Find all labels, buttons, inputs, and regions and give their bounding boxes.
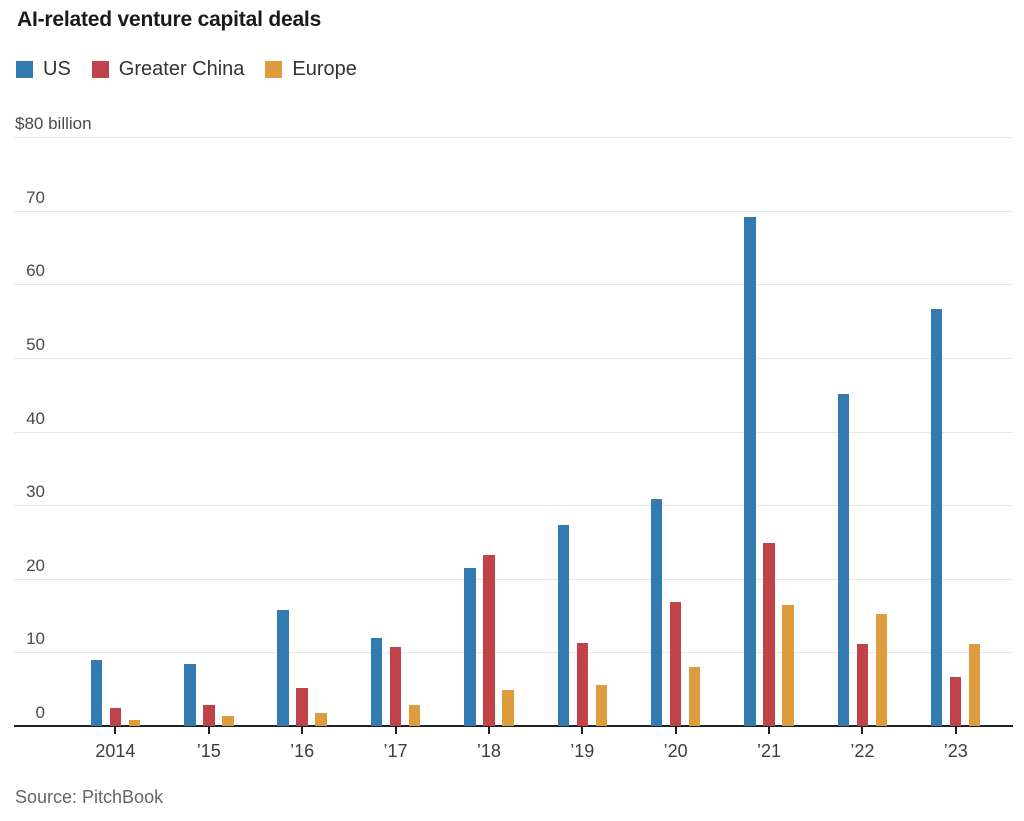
bar-us-19 bbox=[557, 525, 569, 726]
bar-europe-18 bbox=[502, 689, 514, 726]
y-axis-label-0: 0 bbox=[35, 703, 45, 722]
gridline-30 bbox=[14, 505, 1013, 507]
legend-item-greater-china: Greater China bbox=[91, 58, 245, 81]
gridline-60 bbox=[14, 284, 1013, 286]
bar-greater-china-20 bbox=[669, 602, 682, 726]
y-axis-label-70: 70 bbox=[26, 187, 45, 207]
x-axis-label-22: ’22 bbox=[850, 741, 875, 761]
bar-europe-20 bbox=[688, 667, 701, 726]
chart-title: AI-related venture capital deals bbox=[17, 8, 322, 31]
gridline-70 bbox=[14, 210, 1013, 212]
bar-europe-21 bbox=[782, 604, 794, 726]
bar-greater-china-16 bbox=[296, 687, 308, 726]
bar-europe-16 bbox=[315, 713, 327, 726]
x-axis-label-15: ’15 bbox=[196, 741, 221, 761]
x-axis-line bbox=[14, 725, 1013, 727]
bar-greater-china-17 bbox=[389, 646, 402, 726]
bar-greater-china-22 bbox=[856, 643, 869, 726]
y-axis-label-40: 40 bbox=[26, 408, 45, 428]
legend-label: US bbox=[43, 58, 71, 80]
x-axis-tick-18 bbox=[487, 727, 490, 734]
x-axis-label-2014: 2014 bbox=[95, 741, 136, 761]
bar-europe-23 bbox=[968, 643, 981, 726]
x-axis-label-17: ’17 bbox=[383, 741, 408, 761]
bar-greater-china-23 bbox=[949, 676, 962, 726]
gridline-10 bbox=[14, 652, 1013, 654]
bar-greater-china-18 bbox=[483, 554, 495, 726]
bar-greater-china-2014 bbox=[109, 708, 122, 726]
bar-us-22 bbox=[837, 394, 850, 726]
x-axis-label-18: ’18 bbox=[476, 741, 501, 761]
x-axis-tick-21 bbox=[767, 727, 770, 734]
legend-swatch-icon bbox=[265, 61, 283, 78]
legend: US Greater China Europe bbox=[16, 58, 357, 81]
y-axis-label-10: 10 bbox=[26, 629, 45, 649]
x-axis-tick-23 bbox=[954, 727, 957, 734]
bar-us-20 bbox=[650, 498, 663, 726]
y-axis-label-60: 60 bbox=[26, 261, 45, 281]
bar-us-21 bbox=[744, 216, 756, 726]
bar-us-17 bbox=[370, 638, 383, 726]
x-axis-tick-20 bbox=[674, 727, 677, 734]
x-axis-label-21: ’21 bbox=[756, 741, 781, 761]
bar-europe-2014 bbox=[128, 720, 141, 726]
legend-item-europe: Europe bbox=[265, 58, 357, 81]
gridline-80 bbox=[14, 137, 1013, 139]
y-axis-label-30: 30 bbox=[26, 482, 45, 502]
x-axis-tick-15 bbox=[207, 727, 210, 734]
bar-us-23 bbox=[930, 309, 943, 726]
bar-europe-19 bbox=[595, 684, 607, 726]
bar-greater-china-19 bbox=[576, 642, 588, 726]
x-axis-tick-16 bbox=[301, 727, 304, 734]
gridline-40 bbox=[14, 431, 1013, 433]
x-axis-tick-22 bbox=[861, 727, 864, 734]
gridline-50 bbox=[14, 358, 1013, 359]
x-axis-label-23: ’23 bbox=[943, 741, 968, 761]
y-axis-label-20: 20 bbox=[26, 555, 45, 575]
x-axis-label-19: ’19 bbox=[570, 741, 595, 761]
bar-us-15 bbox=[184, 664, 196, 726]
legend-label: Greater China bbox=[118, 58, 245, 80]
bar-us-18 bbox=[464, 568, 476, 726]
source-note: Source: PitchBook bbox=[15, 787, 164, 807]
x-axis-tick-17 bbox=[394, 727, 397, 734]
y-axis-top-label: $80 billion bbox=[15, 114, 92, 134]
bar-europe-17 bbox=[408, 704, 421, 726]
legend-item-us: US bbox=[16, 58, 71, 81]
bar-greater-china-15 bbox=[203, 704, 215, 726]
x-axis-label-16: ’16 bbox=[290, 741, 315, 761]
legend-swatch-icon bbox=[16, 61, 33, 78]
bar-europe-15 bbox=[222, 716, 234, 726]
legend-label: Europe bbox=[292, 58, 357, 80]
x-axis-tick-2014 bbox=[114, 727, 117, 734]
y-axis-label-50: 50 bbox=[26, 335, 45, 354]
bar-europe-22 bbox=[875, 614, 888, 726]
bar-greater-china-21 bbox=[763, 542, 775, 726]
bar-us-16 bbox=[277, 610, 289, 726]
x-axis-tick-19 bbox=[581, 727, 584, 734]
bar-us-2014 bbox=[90, 660, 103, 726]
legend-swatch-icon bbox=[91, 61, 109, 78]
gridline-20 bbox=[14, 578, 1013, 580]
x-axis-label-20: ’20 bbox=[663, 741, 688, 761]
